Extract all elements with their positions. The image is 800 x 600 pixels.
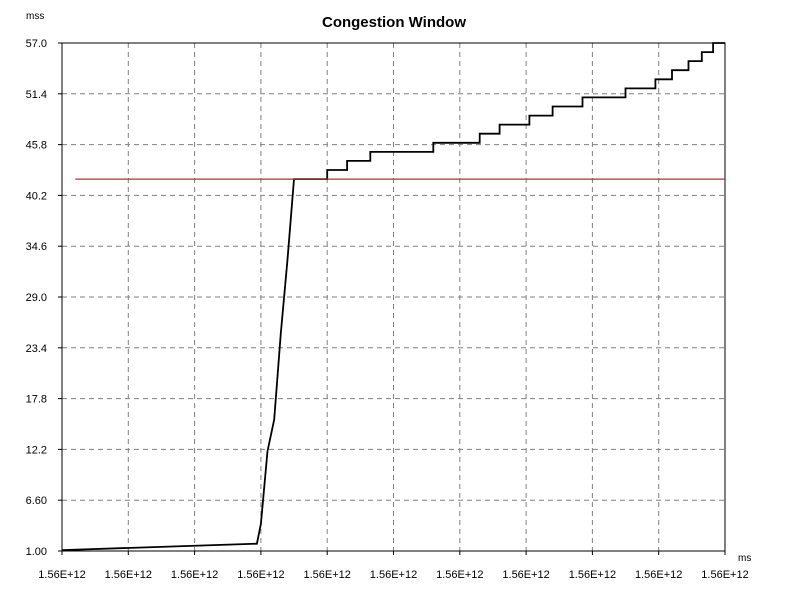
x-tick-label: 1.56E+12 <box>635 569 682 581</box>
y-tick-label: 17.8 <box>26 394 47 406</box>
x-tick-label: 1.56E+12 <box>701 569 748 581</box>
x-tick-labels: 1.56E+12 1.56E+12 1.56E+12 1.56E+12 1.56E+12… <box>38 569 748 581</box>
x-tick-label: 1.56E+12 <box>237 569 284 581</box>
y-tick-label: 6.60 <box>26 495 47 507</box>
plot-area <box>61 42 726 552</box>
x-tick-label: 1.56E+12 <box>38 569 85 581</box>
x-tick-label: 1.56E+12 <box>569 569 616 581</box>
x-tick-label: 1.56E+12 <box>502 569 549 581</box>
y-tick-labels: 1.00 6.60 12.2 17.8 23.4 29.0 34.6 40.2 45.8 51.4… <box>26 38 47 558</box>
x-tick-label: 1.56E+12 <box>370 569 417 581</box>
congestion-window-line <box>61 42 725 551</box>
grid <box>58 42 726 555</box>
y-tick-label: 1.00 <box>26 546 47 558</box>
y-axis-unit: mss <box>26 11 44 22</box>
x-tick-label: 1.56E+12 <box>105 569 152 581</box>
x-tick-label: 1.56E+12 <box>171 569 218 581</box>
y-tick-label: 12.2 <box>26 444 47 456</box>
y-tick-label: 57.0 <box>26 38 47 50</box>
y-tick-label: 23.4 <box>26 343 47 355</box>
y-tick-label: 29.0 <box>26 292 47 304</box>
x-tick-label: 1.56E+12 <box>303 569 350 581</box>
y-tick-label: 51.4 <box>26 89 47 101</box>
y-tick-label: 45.8 <box>26 140 47 152</box>
chart-title: Congestion Window <box>322 14 466 31</box>
x-axis-unit: ms <box>738 553 751 564</box>
y-tick-label: 34.6 <box>26 241 47 253</box>
y-tick-label: 40.2 <box>26 190 47 202</box>
series-layer <box>61 42 725 551</box>
x-tick-label: 1.56E+12 <box>436 569 483 581</box>
